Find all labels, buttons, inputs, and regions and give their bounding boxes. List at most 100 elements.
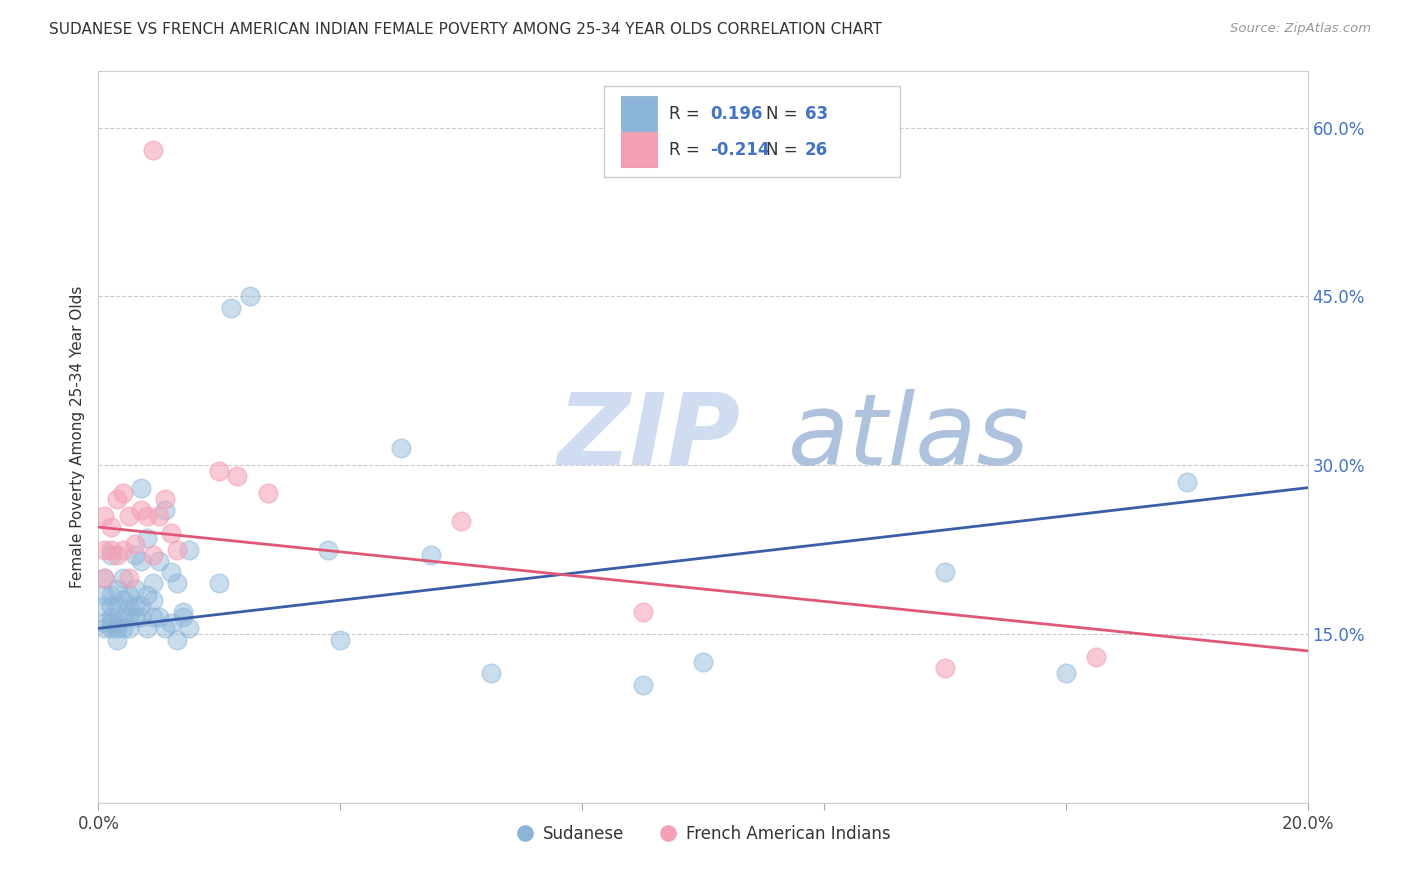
Point bbox=[93, 615, 115, 630]
Text: R =: R = bbox=[669, 141, 706, 159]
Point bbox=[160, 615, 183, 630]
Point bbox=[129, 481, 152, 495]
Point bbox=[100, 520, 122, 534]
Text: R =: R = bbox=[669, 104, 706, 123]
Point bbox=[105, 615, 128, 630]
Point bbox=[153, 621, 176, 635]
Point bbox=[118, 508, 141, 523]
Point bbox=[118, 571, 141, 585]
Point bbox=[481, 666, 503, 681]
Point bbox=[111, 610, 134, 624]
Point bbox=[93, 588, 115, 602]
Point bbox=[118, 599, 141, 613]
Point bbox=[135, 532, 157, 546]
Point bbox=[118, 621, 141, 635]
Point bbox=[221, 301, 243, 315]
Point bbox=[135, 588, 157, 602]
Point bbox=[105, 491, 128, 506]
Point bbox=[105, 632, 128, 647]
Point bbox=[1085, 649, 1108, 664]
Point bbox=[166, 576, 188, 591]
Text: 0.196: 0.196 bbox=[710, 104, 762, 123]
Point bbox=[142, 593, 165, 607]
Text: N =: N = bbox=[766, 141, 803, 159]
Text: -0.214: -0.214 bbox=[710, 141, 769, 159]
Point bbox=[166, 632, 188, 647]
Point bbox=[129, 503, 152, 517]
Text: SUDANESE VS FRENCH AMERICAN INDIAN FEMALE POVERTY AMONG 25-34 YEAR OLDS CORRELAT: SUDANESE VS FRENCH AMERICAN INDIAN FEMAL… bbox=[49, 22, 882, 37]
Point bbox=[111, 593, 134, 607]
Point bbox=[93, 508, 115, 523]
Point bbox=[135, 621, 157, 635]
Point bbox=[1054, 666, 1077, 681]
Point bbox=[111, 486, 134, 500]
Point bbox=[118, 610, 141, 624]
Point bbox=[153, 491, 176, 506]
Point bbox=[124, 610, 146, 624]
Point bbox=[124, 582, 146, 596]
Point bbox=[179, 542, 201, 557]
Point bbox=[179, 621, 201, 635]
Point bbox=[111, 571, 134, 585]
Point bbox=[100, 615, 122, 630]
Point bbox=[93, 571, 115, 585]
Point bbox=[226, 469, 249, 483]
Point bbox=[129, 610, 152, 624]
Point bbox=[93, 542, 115, 557]
Bar bbox=[621, 96, 657, 131]
Point bbox=[160, 565, 183, 579]
Point bbox=[105, 621, 128, 635]
Point bbox=[148, 610, 170, 624]
Point bbox=[142, 610, 165, 624]
Point bbox=[142, 143, 165, 157]
Point bbox=[153, 503, 176, 517]
Point bbox=[100, 610, 122, 624]
Point bbox=[208, 576, 231, 591]
Point bbox=[166, 542, 188, 557]
Point bbox=[934, 661, 956, 675]
Point bbox=[105, 548, 128, 562]
Point bbox=[148, 508, 170, 523]
Point bbox=[142, 576, 165, 591]
Point bbox=[316, 542, 339, 557]
Point bbox=[93, 599, 115, 613]
Point bbox=[111, 621, 134, 635]
Point bbox=[105, 599, 128, 613]
FancyBboxPatch shape bbox=[603, 86, 900, 178]
Point bbox=[93, 621, 115, 635]
Point bbox=[148, 554, 170, 568]
Point bbox=[93, 571, 115, 585]
Point bbox=[129, 554, 152, 568]
Point bbox=[420, 548, 443, 562]
Point bbox=[631, 605, 654, 619]
Point bbox=[124, 599, 146, 613]
Point bbox=[111, 542, 134, 557]
Y-axis label: Female Poverty Among 25-34 Year Olds: Female Poverty Among 25-34 Year Olds bbox=[70, 286, 86, 588]
Point bbox=[172, 605, 194, 619]
Bar bbox=[621, 132, 657, 167]
Text: Source: ZipAtlas.com: Source: ZipAtlas.com bbox=[1230, 22, 1371, 36]
Point bbox=[100, 542, 122, 557]
Point bbox=[934, 565, 956, 579]
Legend: Sudanese, French American Indians: Sudanese, French American Indians bbox=[509, 818, 897, 849]
Point bbox=[208, 464, 231, 478]
Point bbox=[450, 515, 472, 529]
Point bbox=[135, 508, 157, 523]
Text: N =: N = bbox=[766, 104, 803, 123]
Point bbox=[1175, 475, 1198, 489]
Point bbox=[100, 599, 122, 613]
Point bbox=[129, 599, 152, 613]
Point bbox=[142, 548, 165, 562]
Point bbox=[256, 486, 278, 500]
Point bbox=[105, 582, 128, 596]
Point bbox=[100, 588, 122, 602]
Point bbox=[100, 621, 122, 635]
Point bbox=[329, 632, 352, 647]
Point bbox=[100, 548, 122, 562]
Text: ZIP: ZIP bbox=[558, 389, 741, 485]
Point bbox=[124, 548, 146, 562]
Text: 63: 63 bbox=[804, 104, 828, 123]
Point bbox=[389, 442, 412, 456]
Point bbox=[239, 289, 262, 303]
Point bbox=[172, 610, 194, 624]
